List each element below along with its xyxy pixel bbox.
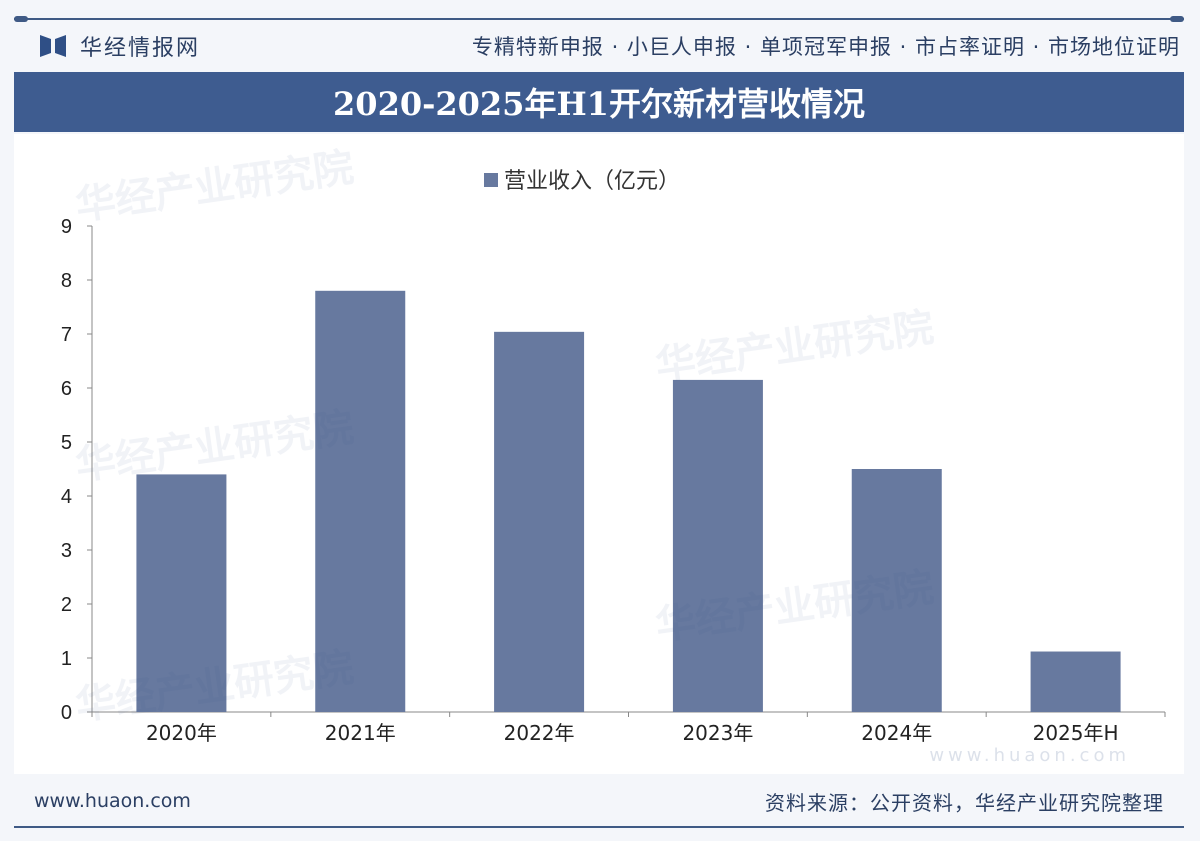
logo-icon [40,35,66,57]
logo[interactable]: 华经情报网 [40,30,200,62]
bar-2021年 [315,290,406,712]
y-tick-label: 0 [61,702,72,724]
footer: www.huaon.com 资料来源：公开资料，华经产业研究院整理 [14,776,1184,826]
bottom-divider [14,826,1184,828]
x-tick-label: 2023年 [682,721,753,745]
y-tick-label: 8 [61,270,72,292]
bar-2024年 [851,469,942,712]
logo-text: 华经情报网 [80,36,201,61]
bar-chart: 0 1 2 3 4 5 6 7 8 9 2020年 2021年 2022年 2023年 2024年 2025年… [61,169,1166,745]
bar-2025年H [1030,651,1121,712]
top-divider [14,16,1184,22]
legend-swatch [484,173,498,187]
y-tick-label: 4 [61,486,72,508]
bar-2023年 [672,379,763,712]
y-tick-label: 1 [61,648,72,670]
source-note: 资料来源：公开资料，华经产业研究院整理 [765,790,1164,815]
x-tick-label: 2022年 [504,721,575,745]
y-tick-label: 6 [61,378,72,400]
bar-2022年 [494,331,585,712]
title-bar: 2020-2025年H1开尔新材营收情况 [14,72,1184,132]
y-tick-label: 2 [61,594,72,616]
x-tick-label: 2021年 [325,721,396,745]
y-tick-label: 5 [61,432,72,454]
x-tick-label: 2024年 [861,721,932,745]
x-tick-label: 2025年H [1033,721,1119,745]
legend-label: 营业收入（亿元） [504,169,680,194]
watermark-url: www.huaon.com [929,745,1130,766]
site-url[interactable]: www.huaon.com [34,790,191,812]
y-tick-label: 9 [61,216,72,238]
chart-title: 2020-2025年H1开尔新材营收情况 [333,85,865,123]
bar-2020年 [136,474,227,712]
x-tick-label: 2020年 [146,721,217,745]
header: 华经情报网 专精特新申报 · 小巨人申报 · 单项冠军申报 · 市占率证明 · … [14,22,1184,70]
y-tick-label: 3 [61,540,72,562]
chart-area: 0 1 2 3 4 5 6 7 8 9 2020年 2021年 2022年 2023年 2024年 2025年… [14,134,1184,774]
y-tick-label: 7 [61,324,72,346]
services-text: 专精特新申报 · 小巨人申报 · 单项冠军申报 · 市占率证明 · 市场地位证明 [471,35,1180,59]
